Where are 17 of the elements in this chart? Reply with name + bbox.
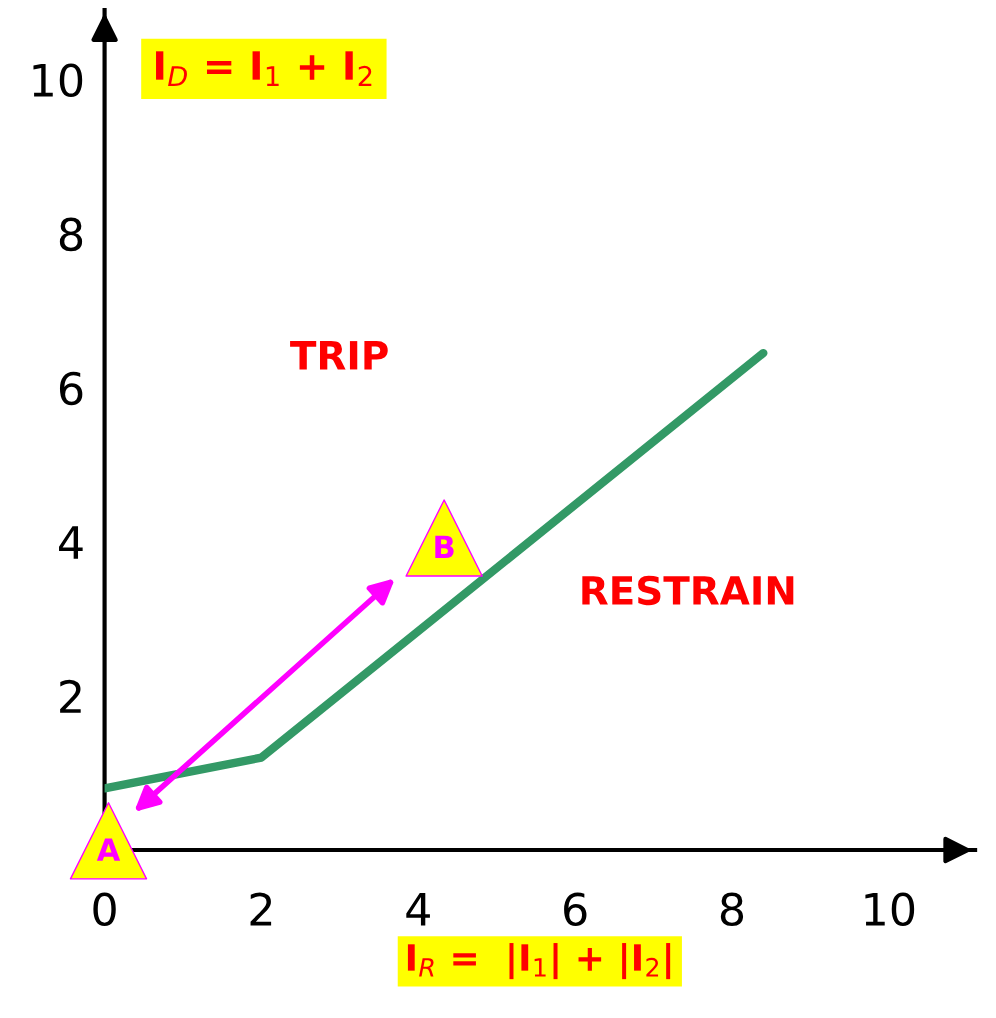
x-tick-label: 2 bbox=[250, 892, 272, 926]
x-tick-label: 0 bbox=[93, 892, 116, 927]
annotation: A bbox=[96, 838, 121, 861]
x-axis-title: I$_{R}$ = |I$_{1}$| + |I$_{2}$| bbox=[407, 943, 671, 980]
y-tick-label: 2 bbox=[60, 679, 81, 713]
annotation: RESTRAIN bbox=[582, 575, 794, 606]
annotation: B bbox=[435, 535, 454, 558]
y-tick-label: 10 bbox=[33, 63, 83, 98]
x-tick-label: 10 bbox=[865, 892, 915, 927]
y-tick-label: 6 bbox=[59, 371, 83, 406]
x-tick-label: 6 bbox=[564, 892, 587, 927]
x-tick-label: 4 bbox=[406, 893, 430, 926]
y-tick-label: 4 bbox=[59, 526, 83, 559]
annotation: TRIP bbox=[290, 341, 388, 370]
x-tick-label: 8 bbox=[720, 892, 744, 927]
y-tick-label: 8 bbox=[59, 217, 83, 252]
y-axis-title: I$_{D}$ = I$_{1}$ + I$_{2}$ bbox=[156, 51, 372, 87]
